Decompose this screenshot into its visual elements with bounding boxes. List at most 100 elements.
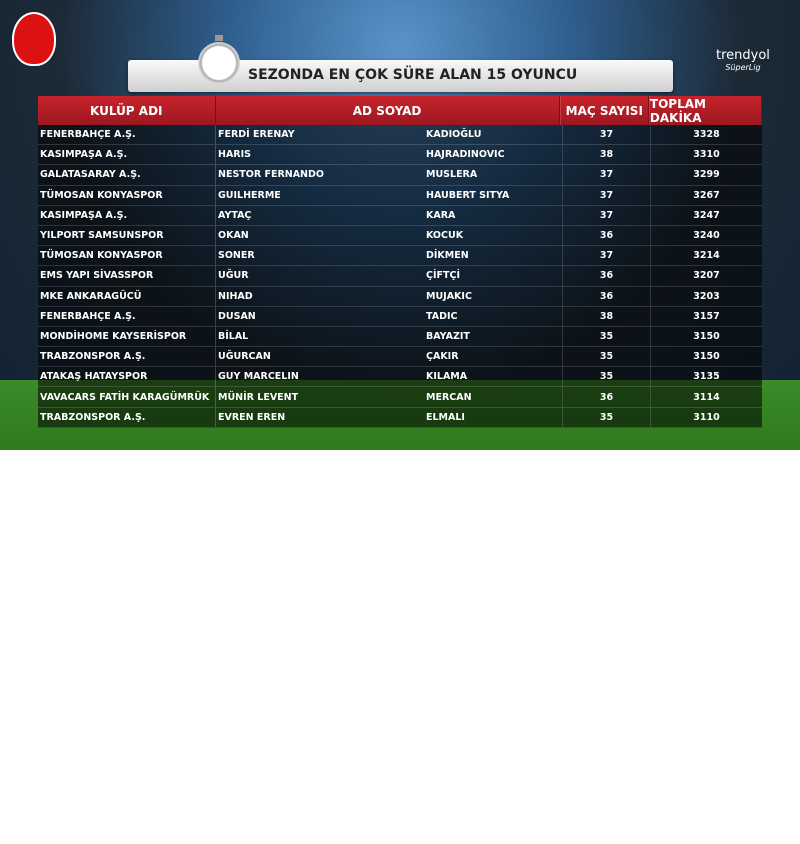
header-minutes: TOPLAM DAKİKA [649, 96, 762, 125]
cell-minutes: 3240 [650, 226, 762, 245]
cell-minutes: 3203 [650, 287, 762, 306]
cell-matches: 36 [562, 266, 650, 285]
cell-first-name: MÜNİR LEVENT [216, 387, 424, 406]
cell-first-name: AYTAÇ [216, 206, 424, 225]
cell-last-name: KADIOĞLU [424, 125, 562, 144]
cell-last-name: TADIC [424, 307, 562, 326]
cell-minutes: 3299 [650, 165, 762, 184]
cell-first-name: NESTOR FERNANDO [216, 165, 424, 184]
cell-club: YILPORT SAMSUNSPOR [38, 226, 216, 245]
cell-last-name: HAUBERT SITYA [424, 186, 562, 205]
cell-first-name: FERDİ ERENAY [216, 125, 424, 144]
cell-matches: 35 [562, 408, 650, 427]
stats-table: KULÜP ADI AD SOYAD MAÇ SAYISI TOPLAM DAK… [38, 96, 762, 428]
cell-first-name: NIHAD [216, 287, 424, 306]
cell-minutes: 3157 [650, 307, 762, 326]
cell-last-name: KARA [424, 206, 562, 225]
tff-logo [12, 12, 56, 66]
cell-matches: 38 [562, 307, 650, 326]
cell-club: KASIMPAŞA A.Ş. [38, 206, 216, 225]
cell-first-name: EVREN EREN [216, 408, 424, 427]
cell-last-name: ÇİFTÇİ [424, 266, 562, 285]
cell-minutes: 3114 [650, 387, 762, 406]
cell-first-name: BİLAL [216, 327, 424, 346]
cell-first-name: OKAN [216, 226, 424, 245]
cell-club: TÜMOSAN KONYASPOR [38, 186, 216, 205]
cell-matches: 35 [562, 347, 650, 366]
cell-first-name: UĞURCAN [216, 347, 424, 366]
cell-club: EMS YAPI SİVASSPOR [38, 266, 216, 285]
cell-matches: 35 [562, 367, 650, 386]
cell-first-name: GUY MARCELIN [216, 367, 424, 386]
cell-first-name: GUILHERME [216, 186, 424, 205]
cell-first-name: DUSAN [216, 307, 424, 326]
page-title: SEZONDA EN ÇOK SÜRE ALAN 15 OYUNCU [248, 67, 577, 83]
cell-club: TRABZONSPOR A.Ş. [38, 408, 216, 427]
cell-minutes: 3214 [650, 246, 762, 265]
cell-club: MKE ANKARAGÜCÜ [38, 287, 216, 306]
cell-matches: 35 [562, 327, 650, 346]
table-header: KULÜP ADI AD SOYAD MAÇ SAYISI TOPLAM DAK… [38, 96, 762, 125]
cell-matches: 38 [562, 145, 650, 164]
cell-matches: 36 [562, 226, 650, 245]
cell-minutes: 3207 [650, 266, 762, 285]
cell-last-name: MUSLERA [424, 165, 562, 184]
cell-club: ATAKAŞ HATAYSPOR [38, 367, 216, 386]
cell-minutes: 3110 [650, 408, 762, 427]
cell-club: KASIMPAŞA A.Ş. [38, 145, 216, 164]
cell-last-name: MUJAKIC [424, 287, 562, 306]
cell-first-name: SONER [216, 246, 424, 265]
cell-club: MONDİHOME KAYSERİSPOR [38, 327, 216, 346]
cell-minutes: 3135 [650, 367, 762, 386]
cell-last-name: ÇAKIR [424, 347, 562, 366]
cell-last-name: KILAMA [424, 367, 562, 386]
cell-club: TÜMOSAN KONYASPOR [38, 246, 216, 265]
cell-matches: 37 [562, 125, 650, 144]
center-circle [270, 780, 534, 844]
cell-last-name: DİKMEN [424, 246, 562, 265]
cell-club: FENERBAHÇE A.Ş. [38, 307, 216, 326]
cell-club: FENERBAHÇE A.Ş. [38, 125, 216, 144]
cell-minutes: 3150 [650, 327, 762, 346]
header-matches: MAÇ SAYISI [560, 96, 649, 125]
cell-club: GALATASARAY A.Ş. [38, 165, 216, 184]
cell-last-name: HAJRADINOVIC [424, 145, 562, 164]
cell-minutes: 3150 [650, 347, 762, 366]
cell-club: VAVACARS FATİH KARAGÜMRÜK [38, 387, 216, 406]
cell-last-name: ELMALI [424, 408, 562, 427]
cell-last-name: MERCAN [424, 387, 562, 406]
cell-matches: 37 [562, 165, 650, 184]
cell-minutes: 3267 [650, 186, 762, 205]
cell-matches: 37 [562, 246, 650, 265]
cell-minutes: 3310 [650, 145, 762, 164]
cell-club: TRABZONSPOR A.Ş. [38, 347, 216, 366]
cell-matches: 36 [562, 387, 650, 406]
header-name: AD SOYAD [216, 96, 560, 125]
stopwatch-icon [198, 42, 240, 84]
cell-first-name: UĞUR [216, 266, 424, 285]
cell-last-name: KOCUK [424, 226, 562, 245]
header-club: KULÜP ADI [38, 96, 216, 125]
cell-matches: 37 [562, 206, 650, 225]
cell-minutes: 3328 [650, 125, 762, 144]
cell-minutes: 3247 [650, 206, 762, 225]
cell-last-name: BAYAZIT [424, 327, 562, 346]
cell-first-name: HARIS [216, 145, 424, 164]
cell-matches: 36 [562, 287, 650, 306]
